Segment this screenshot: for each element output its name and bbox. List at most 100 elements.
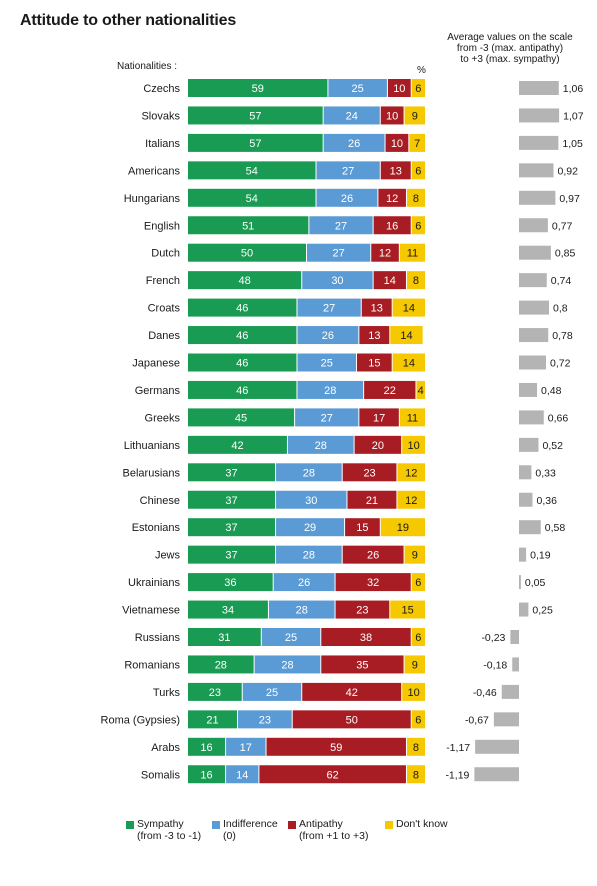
data-label: 22 <box>384 385 396 397</box>
average-bar <box>519 382 537 397</box>
average-value-label: 0,66 <box>548 412 569 424</box>
indifference-segment <box>268 600 335 619</box>
dont-know-segment <box>402 682 425 701</box>
dont-know-segment <box>392 298 425 317</box>
dont-know-segment <box>392 353 425 372</box>
average-bar <box>519 492 533 507</box>
category-label: Dutch <box>151 248 180 260</box>
sympathy-segment <box>188 216 309 235</box>
data-label: 9 <box>412 550 418 562</box>
legend-swatch <box>126 821 134 829</box>
subtitle-line: from -3 (max. antipathy) <box>456 43 564 54</box>
data-label: 51 <box>242 220 254 232</box>
data-label: 36 <box>224 577 236 589</box>
average-value-label: 0,77 <box>552 220 573 232</box>
average-bar <box>519 218 548 233</box>
antipathy-segment <box>259 765 406 784</box>
category-label: Danes <box>148 330 180 342</box>
average-bar <box>519 465 532 480</box>
legend-label: Sympathy (from -3 to -1) <box>137 818 201 842</box>
data-label: 46 <box>236 303 248 315</box>
average-bar <box>519 547 527 562</box>
sympathy-segment <box>188 518 276 537</box>
category-label: Italians <box>145 138 180 150</box>
average-value-label: 0,52 <box>543 440 564 452</box>
average-value-label: 0,36 <box>537 495 558 507</box>
data-label: 17 <box>240 742 252 754</box>
data-label: 50 <box>241 248 253 260</box>
antipathy-segment <box>380 106 404 125</box>
data-label: 28 <box>324 385 336 397</box>
data-label: 28 <box>281 659 293 671</box>
indifference-segment <box>226 737 266 756</box>
data-label: 25 <box>285 632 297 644</box>
data-label: 21 <box>366 495 378 507</box>
antipathy-segment <box>354 435 402 454</box>
data-label: 6 <box>415 714 421 726</box>
data-label: 26 <box>341 193 353 205</box>
sympathy-segment <box>188 161 316 180</box>
data-label: 24 <box>346 110 358 122</box>
data-label: 13 <box>390 165 402 177</box>
average-scale-subtitle: Average values on the scale from -3 (max… <box>435 32 585 65</box>
data-label: 26 <box>298 577 310 589</box>
sympathy-segment <box>188 188 316 207</box>
average-bar <box>519 163 554 178</box>
legend-label-line: Don't know <box>396 818 448 830</box>
data-label: 28 <box>296 605 308 617</box>
legend-label-line: Antipathy <box>299 818 343 830</box>
average-value-label: 0,33 <box>535 467 556 479</box>
antipathy-segment <box>342 463 397 482</box>
data-label: 42 <box>346 687 358 699</box>
indifference-segment <box>316 161 380 180</box>
dont-know-segment <box>411 573 425 592</box>
data-label: 9 <box>412 659 418 671</box>
data-label: 15 <box>368 358 380 370</box>
data-label: 19 <box>397 522 409 534</box>
data-label: 23 <box>209 687 221 699</box>
indifference-segment <box>226 765 259 784</box>
category-label: Estonians <box>132 522 181 534</box>
average-value-label: 0,78 <box>552 330 573 342</box>
average-value-label: -0,46 <box>473 687 497 699</box>
data-label: 34 <box>222 605 234 617</box>
category-label: Belarusians <box>123 467 181 479</box>
average-value-label: 1,05 <box>562 138 583 150</box>
dont-know-segment <box>397 490 425 509</box>
antipathy-segment <box>361 298 392 317</box>
indifference-segment <box>316 188 378 207</box>
category-label: Jews <box>155 550 181 562</box>
average-bar <box>519 273 547 288</box>
data-label: 27 <box>342 165 354 177</box>
data-label: 17 <box>373 412 385 424</box>
subtitle-line: Average values on the scale <box>447 32 573 43</box>
indifference-segment <box>328 79 387 97</box>
antipathy-segment <box>378 188 406 207</box>
data-label: 59 <box>330 742 342 754</box>
antipathy-segment <box>321 655 404 674</box>
sympathy-segment <box>188 408 295 427</box>
data-label: 42 <box>231 440 243 452</box>
chart-title: Attitude to other nationalities <box>20 12 237 29</box>
antipathy-segment <box>345 518 380 537</box>
data-label: 9 <box>412 110 418 122</box>
data-label: 6 <box>415 220 421 232</box>
indifference-segment <box>276 518 345 537</box>
sympathy-segment <box>188 106 323 125</box>
data-label: 12 <box>379 248 391 260</box>
antipathy-segment <box>364 380 416 399</box>
antipathy-segment <box>387 79 411 97</box>
average-bar <box>519 328 549 343</box>
category-label: Somalis <box>141 769 181 781</box>
indifference-segment <box>302 271 373 290</box>
average-bar <box>519 575 521 590</box>
sympathy-segment <box>188 353 297 372</box>
dont-know-segment <box>402 435 425 454</box>
data-label: 10 <box>407 687 419 699</box>
dont-know-segment <box>406 765 425 784</box>
average-value-label: 0,92 <box>558 165 579 177</box>
sympathy-segment <box>188 326 297 345</box>
antipathy-segment <box>335 573 411 592</box>
category-label: Ukrainians <box>128 577 180 589</box>
category-label: Germans <box>135 385 181 397</box>
